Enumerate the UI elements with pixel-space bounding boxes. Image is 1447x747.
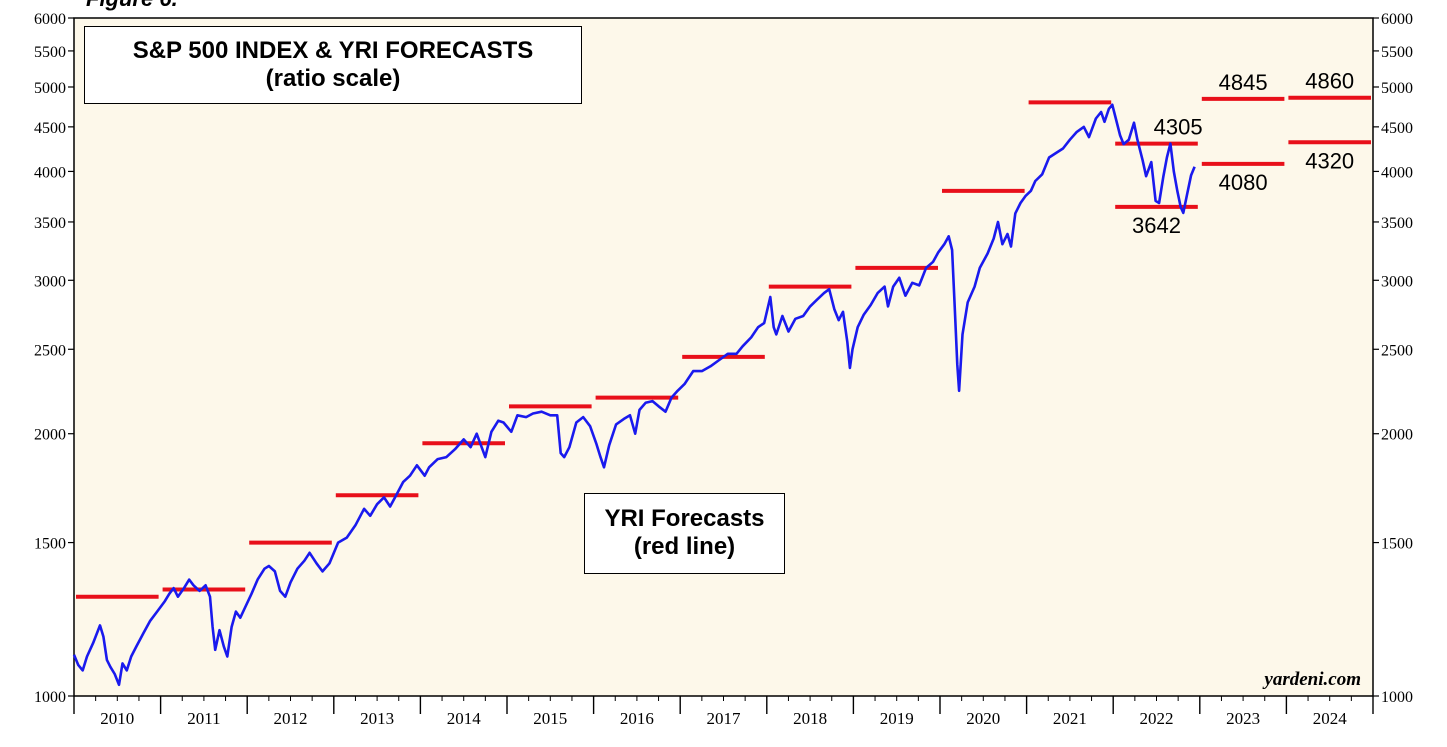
x-tick-label: 2021 [1053, 709, 1087, 728]
y-tick-label-left: 6000 [34, 11, 66, 28]
x-tick-label: 2019 [880, 709, 914, 728]
y-tick-label-left: 3000 [34, 273, 66, 290]
legend-note-box: YRI Forecasts (red line) [584, 493, 785, 574]
chart-title: S&P 500 INDEX & YRI FORECASTS [132, 37, 534, 64]
sp500-index-line [72, 103, 1196, 687]
y-tick-label-left: 2500 [34, 342, 66, 359]
y-tick-label-right: 1000 [1381, 689, 1413, 706]
y-tick-label-left: 1000 [34, 689, 66, 706]
x-tick-label: 2016 [620, 709, 654, 728]
y-tick-label-right: 2500 [1381, 342, 1413, 359]
x-tick-label: 2015 [533, 709, 567, 728]
x-tick-label: 2023 [1226, 709, 1260, 728]
x-tick-label: 2013 [360, 709, 394, 728]
x-tick-label: 2012 [274, 709, 308, 728]
y-tick-label-right: 5500 [1381, 44, 1413, 61]
legend-note-line-1: YRI Forecasts [604, 505, 765, 532]
y-tick-label-left: 3500 [34, 215, 66, 232]
figure-label: Figure 6. [86, 0, 178, 12]
y-tick-label-right: 5000 [1381, 80, 1413, 97]
y-tick-label-right: 3000 [1381, 273, 1413, 290]
x-tick-label: 2020 [966, 709, 1000, 728]
forecast-value-label: 4860 [1305, 69, 1354, 94]
y-axis-left: 1000 1500 2000 2500 3000 3500 4000 4500 5000 5500… [34, 11, 74, 706]
forecast-value-label: 4320 [1305, 148, 1354, 173]
legend-note-line-2: (red line) [633, 533, 736, 560]
forecast-annotations: 4305 3642 4845 4080 4860 4320 [1132, 69, 1354, 238]
y-tick-label-right: 6000 [1381, 11, 1413, 28]
y-tick-label-left: 5500 [34, 44, 66, 61]
y-tick-label-right: 1500 [1381, 536, 1413, 553]
x-tick-label: 2017 [707, 709, 742, 728]
y-tick-label-left: 5000 [34, 80, 66, 97]
source-note: yardeni.com [1264, 669, 1361, 690]
y-tick-label-left: 4000 [34, 164, 66, 181]
x-tick-label: 2024 [1313, 709, 1348, 728]
y-tick-label-left: 1500 [34, 536, 66, 553]
x-tick-label: 2022 [1140, 709, 1174, 728]
chart-title-box: S&P 500 INDEX & YRI FORECASTS (ratio sca… [84, 26, 582, 104]
forecast-value-label: 4305 [1154, 115, 1203, 140]
forecast-value-label: 3642 [1132, 213, 1181, 238]
x-tick-label: 2018 [793, 709, 827, 728]
y-tick-label-right: 3500 [1381, 215, 1413, 232]
y-axis-right: 1000 1500 2000 2500 3000 3500 4000 4500 5000 5500… [1373, 11, 1413, 706]
forecast-value-label: 4845 [1219, 70, 1268, 95]
x-tick-label: 2014 [447, 709, 482, 728]
y-tick-label-right: 4000 [1381, 164, 1413, 181]
x-tick-label: 2010 [100, 709, 134, 728]
x-axis: 2010 2011 2012 2013 2014 2015 2016 2017 2018 2019… [73, 696, 1374, 728]
x-tick-label: 2011 [187, 709, 220, 728]
y-tick-label-right: 4500 [1381, 120, 1413, 137]
chart-subtitle: (ratio scale) [265, 65, 401, 92]
forecast-value-label: 4080 [1219, 170, 1268, 195]
y-tick-label-left: 2000 [34, 427, 66, 444]
y-tick-label-right: 2000 [1381, 427, 1413, 444]
y-tick-label-left: 4500 [34, 120, 66, 137]
